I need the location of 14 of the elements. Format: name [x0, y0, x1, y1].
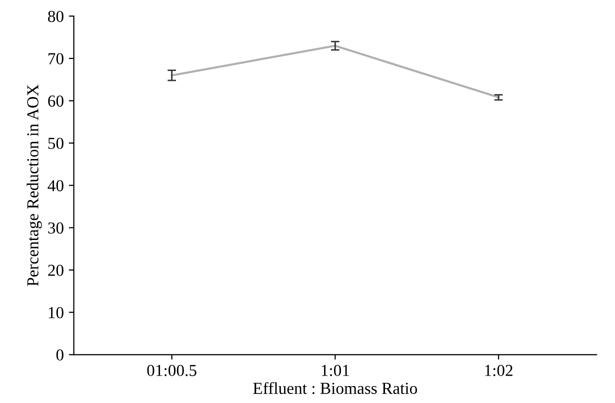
y-tick-label: 20 — [48, 264, 64, 276]
y-tick-label: 0 — [56, 349, 64, 361]
x-tick-label: 01:00.5 — [147, 364, 196, 376]
y-tick-label: 60 — [48, 95, 64, 107]
x-axis-title: Effluent : Biomass Ratio — [253, 382, 418, 394]
y-tick-label: 30 — [48, 222, 64, 234]
y-tick-label: 40 — [48, 180, 64, 192]
y-axis-title: Percentage Reduction in AOX — [26, 84, 42, 286]
y-tick-label: 80 — [48, 10, 64, 22]
y-tick-label: 70 — [48, 53, 64, 64]
y-tick-label: 50 — [48, 138, 64, 150]
y-tick-label: 10 — [48, 307, 64, 318]
x-tick-label: 1:01 — [322, 364, 349, 376]
x-tick-label: 1:02 — [485, 364, 512, 376]
